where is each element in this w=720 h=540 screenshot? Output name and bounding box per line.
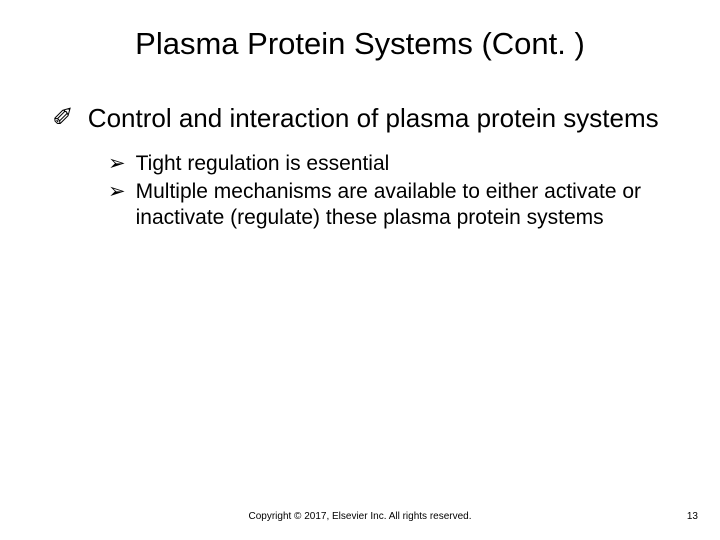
bullet-level2: ➢ Multiple mechanisms are available to e… — [108, 179, 660, 232]
arrow-icon: ➢ — [108, 179, 126, 205]
bullet-icon: ✐ — [52, 102, 74, 135]
bullet-text: Multiple mechanisms are available to eit… — [136, 179, 660, 232]
copyright-footer: Copyright © 2017, Elsevier Inc. All righ… — [0, 511, 720, 522]
slide-content: ✐ Control and interaction of plasma prot… — [0, 102, 720, 231]
slide-title: Plasma Protein Systems (Cont. ) — [0, 0, 720, 102]
bullet-level1: ✐ Control and interaction of plasma prot… — [52, 102, 660, 135]
bullet-level2: ➢ Tight regulation is essential — [108, 151, 660, 177]
sublist: ➢ Tight regulation is essential ➢ Multip… — [52, 145, 660, 232]
bullet-text: Control and interaction of plasma protei… — [88, 102, 659, 135]
bullet-text: Tight regulation is essential — [136, 151, 390, 177]
arrow-icon: ➢ — [108, 151, 126, 177]
slide: Plasma Protein Systems (Cont. ) ✐ Contro… — [0, 0, 720, 540]
page-number: 13 — [687, 511, 698, 522]
